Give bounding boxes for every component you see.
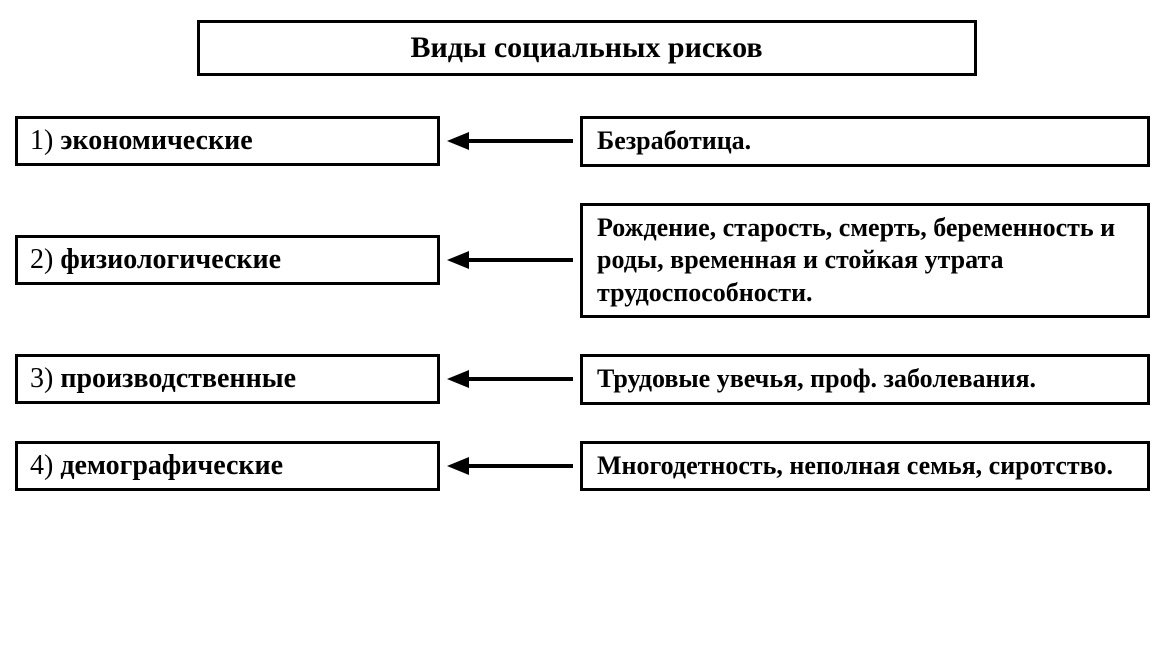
arrow-container-1	[440, 129, 580, 153]
description-box-3: Трудовые увечья, проф. заболевания.	[580, 354, 1150, 405]
description-box-4: Многодетность, неполная семья, сиротство…	[580, 441, 1150, 492]
arrow-left-icon	[445, 129, 575, 153]
category-label: физиологические	[60, 244, 281, 275]
category-label: экономические	[60, 125, 252, 156]
category-box-3: 3) производственные	[15, 354, 440, 404]
category-label: производственные	[60, 363, 296, 394]
category-number: 1)	[30, 125, 53, 156]
diagram-title: Виды социальных рисков	[197, 20, 977, 76]
arrow-left-icon	[445, 367, 575, 391]
risk-row-3: 3) производственные Трудовые увечья, про…	[15, 354, 1158, 405]
arrow-container-3	[440, 367, 580, 391]
category-number: 2)	[30, 244, 53, 275]
risk-row-4: 4) демографические Многодетность, неполн…	[15, 441, 1158, 492]
category-label: демографические	[60, 450, 283, 481]
category-box-4: 4) демографические	[15, 441, 440, 491]
arrow-container-2	[440, 248, 580, 272]
arrow-container-4	[440, 454, 580, 478]
category-box-2: 2) физиологические	[15, 235, 440, 285]
arrow-left-icon	[445, 248, 575, 272]
risk-row-2: 2) физиологические Рождение, старость, с…	[15, 203, 1158, 319]
description-box-2: Рождение, старость, смерть, беременность…	[580, 203, 1150, 319]
arrow-left-icon	[445, 454, 575, 478]
category-number: 3)	[30, 363, 53, 394]
category-box-1: 1) экономические	[15, 116, 440, 166]
category-number: 4)	[30, 450, 53, 481]
risk-row-1: 1) экономические Безработица.	[15, 116, 1158, 167]
description-box-1: Безработица.	[580, 116, 1150, 167]
